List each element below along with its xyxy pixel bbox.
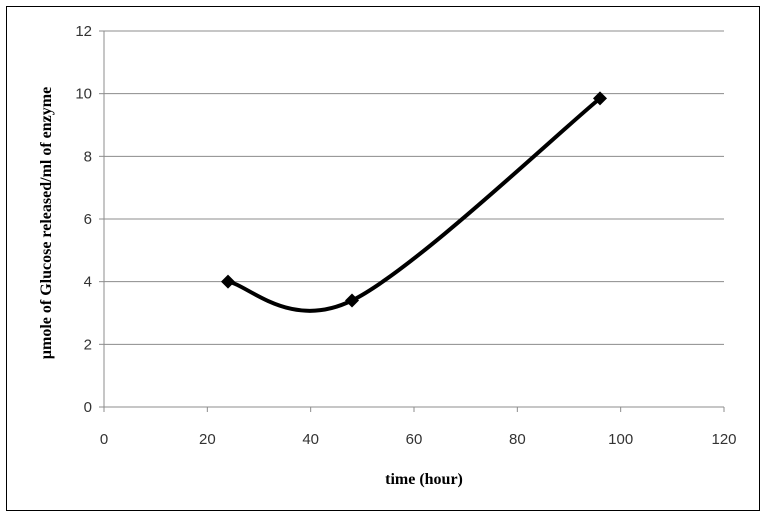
x-tick-label: 60 xyxy=(406,431,423,448)
data-point-marker xyxy=(593,91,607,106)
y-tick-label: 8 xyxy=(84,148,92,165)
y-tick-label: 2 xyxy=(84,336,92,353)
data-point-marker xyxy=(221,274,235,289)
x-axis-title: time (hour) xyxy=(385,471,463,488)
x-tick-label: 100 xyxy=(608,431,633,448)
y-tick-label: 4 xyxy=(84,274,92,291)
series-line xyxy=(226,96,602,313)
series-group xyxy=(221,91,607,313)
x-tick-label: 80 xyxy=(509,431,526,448)
gridlines xyxy=(104,30,724,345)
y-tick-label: 12 xyxy=(75,23,92,40)
chart-frame xyxy=(6,6,760,511)
axes xyxy=(99,30,725,412)
y-tick-label: 6 xyxy=(84,211,92,228)
y-tick-label: 0 xyxy=(84,399,92,416)
data-point-marker xyxy=(345,293,359,308)
x-tick-label: 120 xyxy=(711,431,736,448)
x-tick-label: 0 xyxy=(100,431,108,448)
x-tick-label: 20 xyxy=(199,431,216,448)
x-tick-label: 40 xyxy=(302,431,319,448)
y-tick-label: 10 xyxy=(75,86,92,103)
y-axis-title: µmole of Glucose released/ml of enzyme xyxy=(38,87,55,359)
